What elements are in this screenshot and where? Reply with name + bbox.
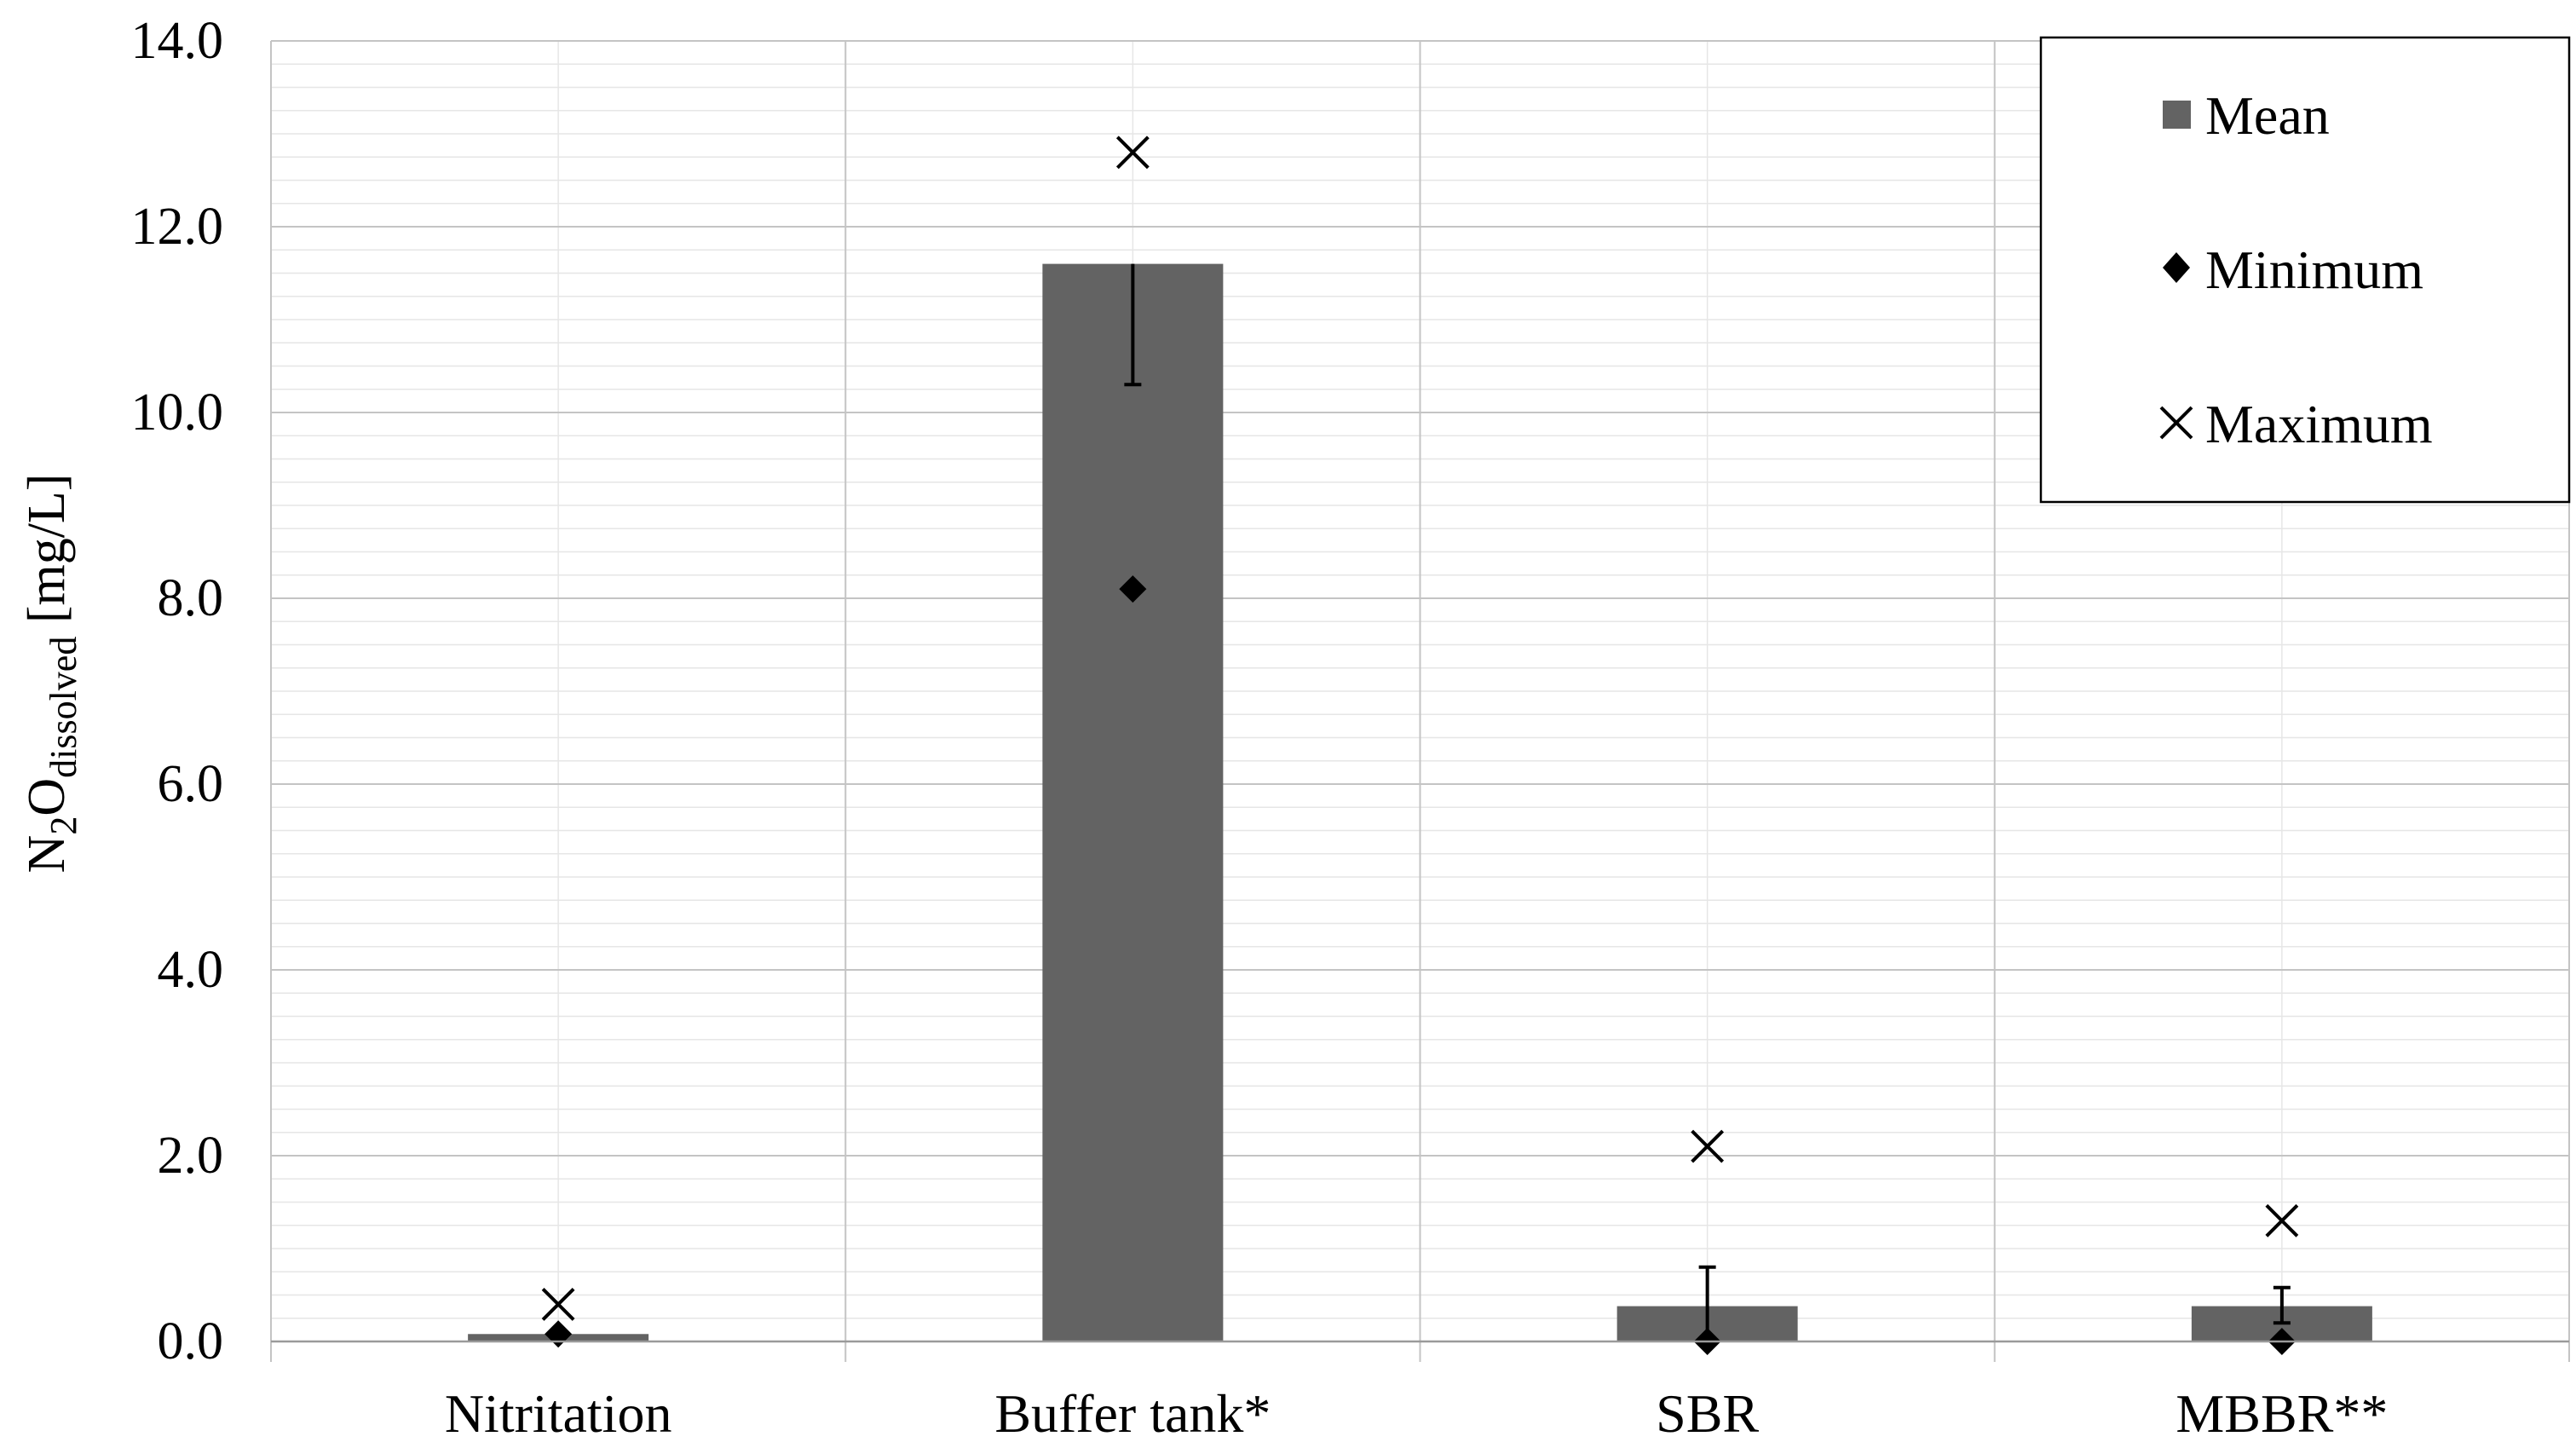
y-axis-label: N2Odissolved [mg/L] bbox=[18, 474, 84, 874]
axis-layer: 0.0 2.0 4.0 6.0 8.0 10.0 12.0 14.0 Nitritation Bu… bbox=[131, 12, 2569, 1444]
marker-maximum bbox=[1115, 136, 1150, 170]
x-tick-label: Buffer tank* bbox=[994, 1383, 1271, 1444]
legend-maximum-label: Maximum bbox=[2205, 394, 2433, 454]
legend-mean-swatch bbox=[2163, 101, 2191, 129]
bars-layer bbox=[468, 263, 2372, 1342]
y-tick-label: 6.0 bbox=[158, 755, 224, 813]
x-tick-label: Nitritation bbox=[445, 1383, 672, 1444]
bar-mean bbox=[1042, 263, 1224, 1342]
legend-minimum-label: Minimum bbox=[2205, 239, 2423, 300]
legend-maximum-swatch bbox=[2159, 406, 2193, 440]
legend-minimum-swatch bbox=[2163, 252, 2190, 283]
x-tick-label: SBR bbox=[1656, 1383, 1759, 1444]
marker-maximum bbox=[541, 1287, 575, 1321]
legend-mean-label: Mean bbox=[2205, 85, 2330, 146]
y-tick-label: 12.0 bbox=[131, 198, 224, 256]
y-tick-label: 14.0 bbox=[131, 12, 224, 70]
y-tick-label: 4.0 bbox=[158, 941, 224, 999]
y-tick-label: 8.0 bbox=[158, 569, 224, 627]
x-tick-label: MBBR** bbox=[2175, 1383, 2388, 1444]
legend-box bbox=[2039, 36, 2571, 504]
y-tick-label: 2.0 bbox=[158, 1127, 224, 1185]
legend: Mean Minimum Maximum bbox=[2039, 36, 2571, 504]
marker-maximum bbox=[2265, 1203, 2299, 1237]
marker-maximum bbox=[1691, 1129, 1725, 1163]
y-tick-label: 10.0 bbox=[131, 384, 224, 441]
y-tick-label: 0.0 bbox=[158, 1312, 224, 1370]
marker-minimum bbox=[1119, 575, 1147, 603]
